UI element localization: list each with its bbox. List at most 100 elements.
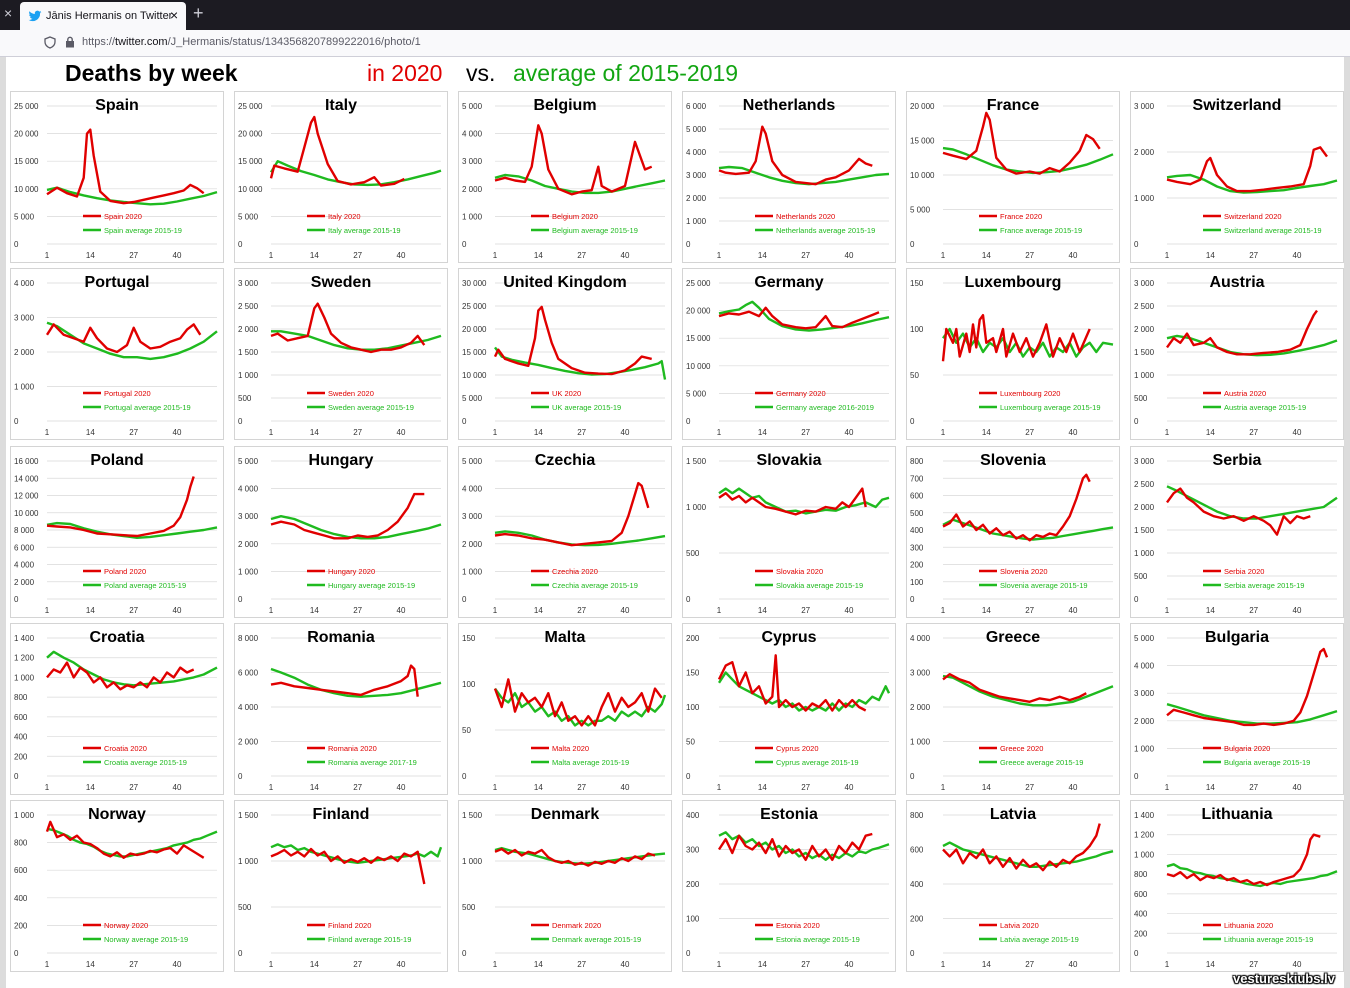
y-tick-label: 1 000 xyxy=(910,738,931,747)
legend-average-label: Slovenia average 2015-19 xyxy=(1000,581,1088,590)
x-tick-label: 27 xyxy=(1249,606,1258,615)
x-tick-label: 27 xyxy=(1025,428,1034,437)
y-tick-label: 10 000 xyxy=(910,171,935,180)
y-tick-label: 0 xyxy=(686,417,691,426)
x-tick-label: 14 xyxy=(758,783,767,792)
y-tick-label: 0 xyxy=(910,240,915,249)
country-title: Austria xyxy=(1209,274,1265,291)
y-tick-label: 4 000 xyxy=(462,485,483,494)
y-tick-label: 2 000 xyxy=(238,540,259,549)
line-chart: 3 000 2 500 2 000 1 500 1 000 500 0 1 14 27 40 Serb… xyxy=(1134,457,1338,615)
y-tick-label: 1 000 xyxy=(14,383,35,392)
series-average-line xyxy=(1166,703,1338,725)
series-2020-line xyxy=(942,823,1101,872)
series-average-line xyxy=(942,841,1114,869)
x-tick-label: 40 xyxy=(1069,783,1078,792)
x-tick-label: 14 xyxy=(1206,251,1215,260)
y-tick-label: 0 xyxy=(910,949,915,958)
x-tick-label: 14 xyxy=(758,960,767,969)
country-title: Netherlands xyxy=(742,97,836,114)
x-tick-label: 27 xyxy=(1249,960,1258,969)
x-tick-label: 1 xyxy=(45,783,50,792)
x-tick-label: 40 xyxy=(845,783,854,792)
legend-average-label: Luxembourg average 2015-19 xyxy=(1000,403,1101,412)
x-tick-label: 27 xyxy=(1249,428,1258,437)
y-tick-label: 600 xyxy=(14,866,28,875)
chart-panel: 1 000 800 600 400 200 0 1 14 27 40 Norway 2020 Norw… xyxy=(10,800,224,972)
y-tick-label: 800 xyxy=(910,457,924,466)
country-title: Portugal xyxy=(84,274,150,291)
y-tick-label: 1 000 xyxy=(1134,194,1155,203)
x-tick-label: 14 xyxy=(1206,428,1215,437)
y-tick-label: 20 000 xyxy=(910,102,935,111)
x-tick-label: 27 xyxy=(353,428,362,437)
series-2020-line xyxy=(942,673,1087,704)
tab-close-icon[interactable]: × xyxy=(170,7,179,23)
browser-tab[interactable]: Jānis Hermanis on Twitter: "Mir × xyxy=(20,2,186,30)
y-tick-label: 500 xyxy=(462,903,476,912)
chart-panel: 4 000 3 000 2 000 1 000 0 1 14 27 40 Portugal 202… xyxy=(10,268,224,440)
series-2020-line xyxy=(717,654,867,712)
x-tick-label: 14 xyxy=(310,251,319,260)
window-close-icon[interactable]: × xyxy=(4,5,13,21)
right-margin xyxy=(1344,57,1350,988)
y-tick-label: 400 xyxy=(910,526,924,535)
shield-icon[interactable] xyxy=(44,36,56,49)
line-chart: 200 150 100 50 0 1 14 27 40 Cyprus 2020 Cyprus ave… xyxy=(686,634,891,792)
line-chart: 3 000 2 000 1 000 0 1 14 27 40 Switzerland 2020 S… xyxy=(1134,102,1338,260)
legend-2020-label: Hungary 2020 xyxy=(328,567,375,576)
country-title: Denmark xyxy=(530,806,600,823)
line-chart: 3 000 2 500 2 000 1 500 1 000 500 0 1 14 27 40 Aust… xyxy=(1134,279,1338,437)
legend-2020-label: Finland 2020 xyxy=(328,921,371,930)
y-tick-label: 200 xyxy=(686,880,700,889)
chart-panel: 1 500 1 000 500 0 1 14 27 40 Denmark 2020 Denmark… xyxy=(458,800,672,972)
x-tick-label: 14 xyxy=(86,428,95,437)
line-chart: 5 000 4 000 3 000 2 000 1 000 0 1 14 27 40 Hungary… xyxy=(238,457,442,615)
line-chart: 4 000 3 000 2 000 1 000 0 1 14 27 40 Portugal 202… xyxy=(14,279,218,437)
legend-2020-label: Belgium 2020 xyxy=(552,212,598,221)
new-tab-icon[interactable]: + xyxy=(193,3,204,23)
address-bar[interactable]: https://twitter.com/J_Hermanis/status/13… xyxy=(0,30,1350,57)
country-title: Italy xyxy=(324,97,357,114)
left-margin xyxy=(0,57,6,988)
country-title: Czechia xyxy=(534,452,596,469)
image-canvas xyxy=(6,57,1344,988)
chart-panel: 200 150 100 50 0 1 14 27 40 Cyprus 2020 Cyprus ave… xyxy=(682,623,896,795)
url-text[interactable]: https://twitter.com/J_Hermanis/status/13… xyxy=(82,36,421,48)
y-tick-label: 4 000 xyxy=(910,634,931,643)
series-2020-line xyxy=(1166,487,1311,536)
y-tick-label: 25 000 xyxy=(686,279,711,288)
y-tick-label: 5 000 xyxy=(462,394,483,403)
series-average-line xyxy=(270,667,442,698)
legend-average-label: Portugal average 2015-19 xyxy=(104,403,191,412)
y-tick-label: 500 xyxy=(238,394,252,403)
y-tick-label: 5 000 xyxy=(686,125,707,134)
x-tick-label: 40 xyxy=(397,783,406,792)
y-tick-label: 0 xyxy=(1134,772,1139,781)
series-2020-line xyxy=(494,124,653,196)
series-average-line xyxy=(718,165,890,186)
y-tick-label: 700 xyxy=(910,474,924,483)
y-tick-label: 30 000 xyxy=(462,279,487,288)
y-tick-label: 0 xyxy=(14,240,19,249)
x-tick-label: 14 xyxy=(1206,606,1215,615)
y-tick-label: 0 xyxy=(686,772,691,781)
x-tick-label: 14 xyxy=(982,783,991,792)
x-tick-label: 1 xyxy=(493,783,498,792)
legend-average-label: Germany average 2016-2019 xyxy=(776,403,874,412)
series-2020-line xyxy=(717,832,873,861)
tab-title: Jānis Hermanis on Twitter: "Mir xyxy=(46,10,172,22)
chart-panel: 150 100 50 0 1 14 27 40 Malta 2020 Malta average … xyxy=(458,623,672,795)
y-tick-label: 1 000 xyxy=(238,857,259,866)
y-tick-label: 0 xyxy=(1134,417,1139,426)
legend-average-label: Czechia average 2015-19 xyxy=(552,581,638,590)
legend-2020-label: Poland 2020 xyxy=(104,567,146,576)
lock-icon[interactable] xyxy=(65,36,75,48)
series-average-line xyxy=(46,321,218,361)
y-tick-label: 1 400 xyxy=(1134,811,1155,820)
y-tick-label: 2 000 xyxy=(462,540,483,549)
y-tick-label: 15 000 xyxy=(910,137,935,146)
y-tick-label: 4 000 xyxy=(238,703,259,712)
figure-title-average: average of 2015-2019 xyxy=(513,60,739,86)
